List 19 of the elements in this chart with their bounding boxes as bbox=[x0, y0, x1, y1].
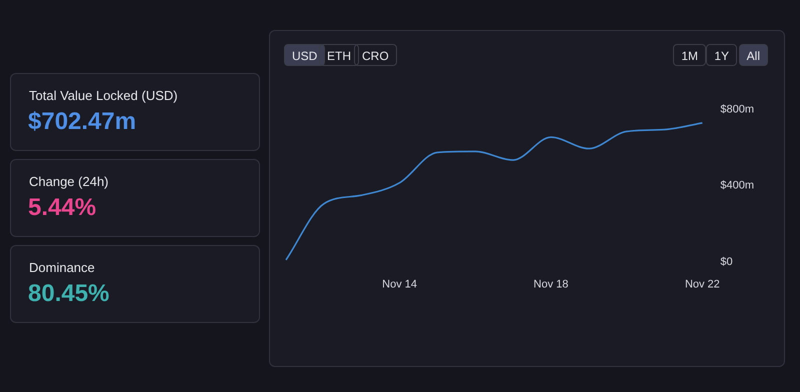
line-series bbox=[285, 122, 704, 261]
text: CRO bbox=[354, 44, 397, 66]
x-tick-label: Nov 18 bbox=[534, 278, 568, 290]
text: Total Value Locked (USD) bbox=[29, 88, 178, 103]
text: ETH bbox=[319, 44, 359, 66]
x-tick-label: Nov 14 bbox=[382, 278, 417, 290]
text: Dominance bbox=[29, 260, 95, 275]
text: $702.47m bbox=[28, 108, 136, 136]
y-tick-label: $0 bbox=[720, 256, 733, 268]
text: 80.45% bbox=[28, 280, 110, 308]
text: 5.44% bbox=[28, 194, 96, 222]
y-tick-label: $800m bbox=[720, 104, 754, 116]
y-tick-label: $400m bbox=[720, 180, 754, 192]
x-tick-label: Nov 22 bbox=[684, 278, 720, 290]
text: 1Y bbox=[706, 44, 737, 66]
text: 1M bbox=[673, 44, 706, 66]
text: USD bbox=[284, 44, 326, 66]
text: All bbox=[738, 44, 768, 66]
text: Change (24h) bbox=[29, 174, 108, 189]
